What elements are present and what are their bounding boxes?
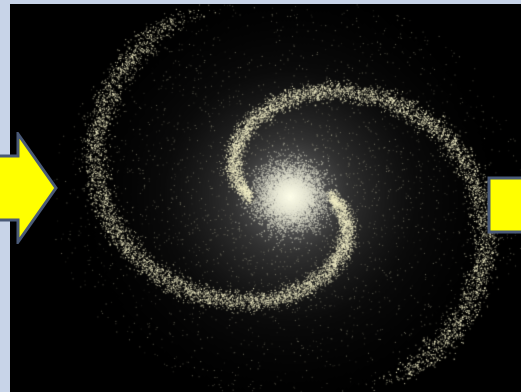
arrow-left-icon bbox=[0, 132, 58, 244]
spiral-galaxy-image bbox=[10, 4, 521, 392]
next-arrow-button[interactable] bbox=[486, 175, 521, 235]
galaxy-viewport bbox=[10, 4, 521, 392]
arrow-right-icon bbox=[487, 176, 521, 234]
previous-arrow-button[interactable] bbox=[0, 132, 60, 244]
